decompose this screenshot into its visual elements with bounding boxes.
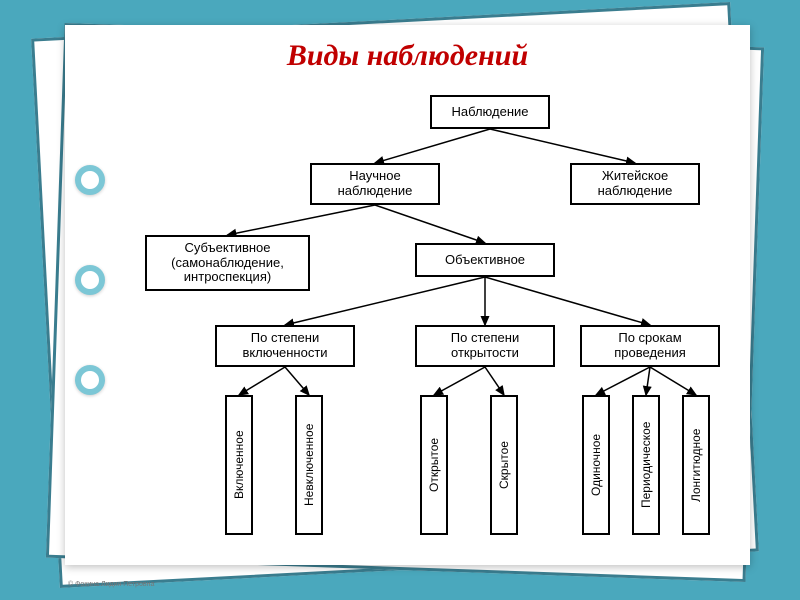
tree-leaf: Одиночное <box>582 395 610 535</box>
tree-node: Наблюдение <box>430 95 550 129</box>
tree-leaf: Включенное <box>225 395 253 535</box>
tree-node: Научноенаблюдение <box>310 163 440 205</box>
tree-node: По степениоткрытости <box>415 325 555 367</box>
ring-icon <box>75 365 105 395</box>
tree-node: По степенивключенности <box>215 325 355 367</box>
ring-icon <box>75 165 105 195</box>
ring-icon <box>75 265 105 295</box>
slide: Виды наблюдений Наблюдение Научноенаблюде… <box>65 25 750 565</box>
tree-node: Субъективное(самонаблюдение,интроспекция… <box>145 235 310 291</box>
diagram: Наблюдение Научноенаблюдение Житейскоенабл… <box>120 85 740 555</box>
copyright-text: © Фокина Лидия Петровна <box>68 581 154 588</box>
slide-title: Виды наблюдений <box>65 39 750 73</box>
tree-leaf: Лонгитюдное <box>682 395 710 535</box>
tree-leaf: Открытое <box>420 395 448 535</box>
tree-node: Житейскоенаблюдение <box>570 163 700 205</box>
tree-node: По срокампроведения <box>580 325 720 367</box>
tree-leaf: Невключенное <box>295 395 323 535</box>
tree-node: Объективное <box>415 243 555 277</box>
tree-leaf: Скрытое <box>490 395 518 535</box>
tree-leaf: Периодическое <box>632 395 660 535</box>
